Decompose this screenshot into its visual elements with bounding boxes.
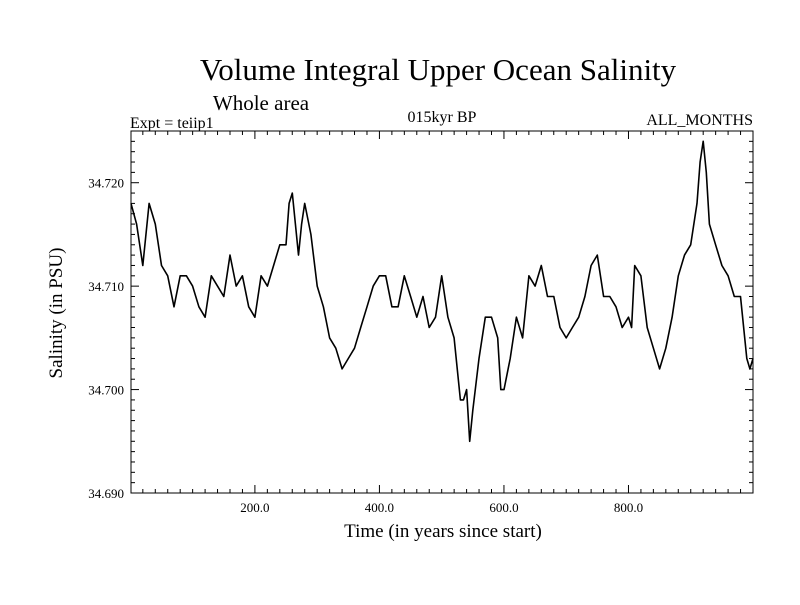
- plot-frame: [130, 130, 754, 494]
- y-tick-label: 34.700: [88, 383, 124, 398]
- y-axis-label: Salinity (in PSU): [46, 248, 67, 379]
- x-tick-label: 200.0: [240, 500, 269, 515]
- minor-ticks: [131, 131, 753, 493]
- chart-title: Volume Integral Upper Ocean Salinity: [200, 52, 677, 87]
- x-tick-label: 400.0: [365, 500, 394, 515]
- x-axis-label: Time (in years since start): [344, 521, 542, 542]
- x-tick-label: 800.0: [614, 500, 643, 515]
- y-tick-label: 34.720: [88, 176, 124, 191]
- header-left-experiment: Expt = teiip1: [130, 115, 214, 132]
- y-tick-labels: 34.690 34.700 34.710 34.720: [88, 176, 124, 501]
- header-right-months: ALL_MONTHS: [646, 112, 753, 129]
- header-center-period: 015kyr BP: [408, 109, 477, 126]
- x-tick-labels: 200.0 400.0 600.0 800.0: [240, 500, 643, 515]
- chart-subtitle: Whole area: [213, 91, 310, 115]
- y-tick-label: 34.710: [88, 279, 124, 294]
- series-line: [130, 140, 754, 443]
- x-tick-label: 600.0: [489, 500, 518, 515]
- y-tick-label: 34.690: [88, 486, 124, 501]
